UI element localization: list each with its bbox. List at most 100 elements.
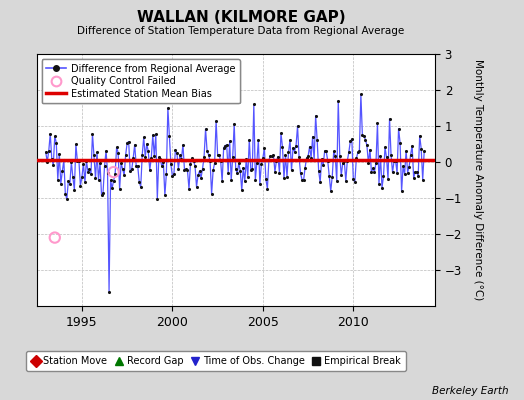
Point (245, 136, 254, 143)
Point (239, 165, 247, 171)
Point (67, 159, 75, 165)
Point (378, 184, 386, 191)
Point (364, 160, 373, 166)
Point (335, 153, 344, 159)
Point (381, 144, 389, 150)
Point (412, 169, 421, 176)
Point (416, 132, 424, 139)
Point (141, 154, 149, 160)
Point (261, 176, 270, 182)
Point (96, 160, 104, 166)
Point (235, 160, 243, 166)
Point (346, 138, 355, 144)
Point (208, 191, 216, 197)
Point (322, 148, 331, 154)
Point (330, 148, 338, 154)
Point (379, 173, 388, 180)
Point (414, 172, 422, 179)
Point (248, 166, 257, 172)
Point (251, 176, 259, 183)
Point (168, 173, 177, 179)
Point (383, 154, 391, 160)
Point (189, 158, 198, 164)
Point (369, 165, 377, 172)
Point (223, 142, 231, 148)
Point (170, 171, 178, 177)
Point (388, 169, 397, 176)
Point (313, 137, 321, 143)
Point (384, 176, 392, 182)
Legend: Station Move, Record Gap, Time of Obs. Change, Empirical Break: Station Move, Record Gap, Time of Obs. C… (26, 352, 406, 371)
Point (130, 142, 139, 148)
Y-axis label: Monthly Temperature Anomaly Difference (°C): Monthly Temperature Anomaly Difference (… (473, 59, 483, 301)
Point (215, 152, 223, 158)
Point (277, 130, 285, 136)
Point (359, 133, 368, 140)
Point (375, 180, 383, 187)
Text: Berkeley Earth: Berkeley Earth (432, 386, 508, 396)
Point (146, 167, 154, 174)
Point (195, 168, 204, 174)
Point (137, 184, 145, 190)
Point (402, 148, 410, 154)
Point (285, 149, 293, 156)
Point (73, 158, 82, 164)
Point (57, 180, 65, 187)
Point (299, 177, 308, 183)
Point (127, 166, 136, 173)
Point (179, 142, 187, 148)
Point (132, 162, 140, 169)
Point (228, 154, 237, 160)
Point (295, 154, 303, 160)
Point (123, 140, 132, 146)
Point (419, 177, 427, 183)
Point (343, 158, 352, 164)
Point (156, 156, 165, 162)
Point (101, 163, 109, 170)
Point (163, 105, 172, 111)
Point (354, 149, 362, 156)
Point (143, 141, 151, 147)
Point (289, 145, 297, 151)
Point (263, 185, 271, 192)
Point (88, 131, 96, 137)
Point (161, 192, 169, 198)
Point (209, 167, 217, 174)
Point (323, 157, 332, 164)
Point (334, 98, 343, 104)
Point (106, 177, 115, 183)
Point (162, 171, 170, 177)
Point (275, 170, 283, 176)
Point (358, 132, 367, 139)
Point (337, 172, 345, 178)
Point (411, 168, 419, 175)
Point (307, 155, 315, 161)
Point (266, 153, 275, 160)
Point (305, 144, 314, 150)
Point (331, 152, 340, 159)
Point (396, 140, 405, 146)
Point (399, 163, 407, 169)
Point (408, 142, 417, 149)
Point (318, 156, 326, 162)
Point (302, 154, 311, 161)
Point (182, 166, 190, 172)
Point (150, 153, 158, 159)
Point (135, 178, 144, 185)
Point (376, 153, 385, 159)
Point (102, 148, 110, 154)
Point (227, 177, 235, 184)
Point (43, 159, 51, 165)
Point (185, 186, 193, 192)
Point (272, 157, 281, 164)
Point (247, 166, 255, 173)
Point (269, 152, 278, 158)
Point (304, 153, 312, 160)
Point (268, 153, 276, 160)
Point (51, 133, 59, 140)
Point (114, 149, 122, 156)
Point (287, 167, 296, 174)
Point (70, 186, 79, 193)
Point (397, 188, 406, 194)
Point (53, 177, 62, 183)
